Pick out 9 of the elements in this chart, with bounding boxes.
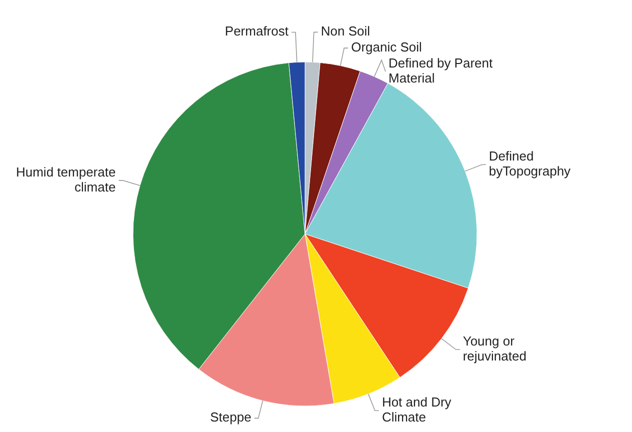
slice-label: Defined by Parent Material — [388, 56, 494, 86]
slice-label: Permafrost — [224, 24, 289, 39]
slice-label: Young or rejuvinated — [462, 334, 526, 364]
slice-label: Defined byTopography — [488, 148, 572, 179]
slice-label: Organic Soil — [351, 40, 422, 55]
slice-label: Hot and Dry Climate — [382, 394, 452, 425]
slice-label: Steppe — [210, 410, 252, 425]
slice-label: Non Soil — [320, 24, 370, 39]
slice-label: Humid temperate climate — [16, 164, 116, 194]
